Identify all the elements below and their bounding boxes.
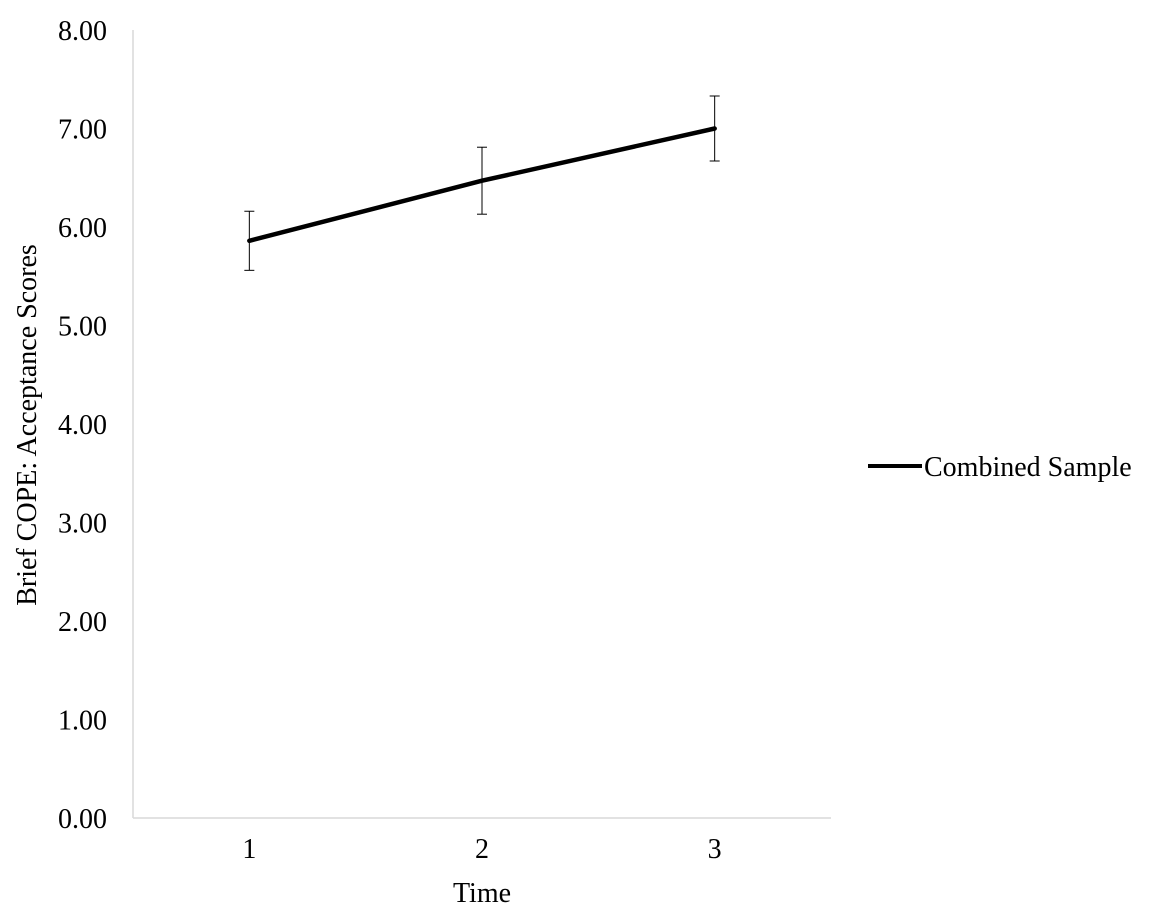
y-tick-label: 2.00 bbox=[58, 607, 107, 638]
y-tick-label: 8.00 bbox=[58, 16, 107, 47]
y-axis-title: Brief COPE: Acceptance Scores bbox=[12, 244, 43, 606]
y-tick-label: 3.00 bbox=[58, 509, 107, 540]
x-axis-title: Time bbox=[453, 878, 511, 909]
y-tick-label: 6.00 bbox=[58, 213, 107, 244]
legend-label: Combined Sample bbox=[924, 452, 1132, 483]
x-tick-labels: 1 2 3 bbox=[242, 834, 721, 865]
x-tick-label: 3 bbox=[708, 834, 722, 865]
y-tick-label: 0.00 bbox=[58, 804, 107, 835]
y-tick-label: 7.00 bbox=[58, 115, 107, 146]
y-tick-labels: 0.00 1.00 2.00 3.00 4.00 5.00 6.00 7.00 8.00 bbox=[58, 16, 107, 835]
axes bbox=[132, 30, 831, 819]
error-bars bbox=[244, 95, 720, 271]
series-lines bbox=[247, 126, 717, 244]
series-line bbox=[247, 126, 717, 244]
y-tick-label: 4.00 bbox=[58, 410, 107, 441]
legend: Combined Sample bbox=[868, 452, 1132, 483]
x-tick-label: 2 bbox=[475, 834, 489, 865]
y-tick-label: 5.00 bbox=[58, 312, 107, 343]
x-tick-label: 1 bbox=[242, 834, 256, 865]
y-tick-label: 1.00 bbox=[58, 706, 107, 737]
